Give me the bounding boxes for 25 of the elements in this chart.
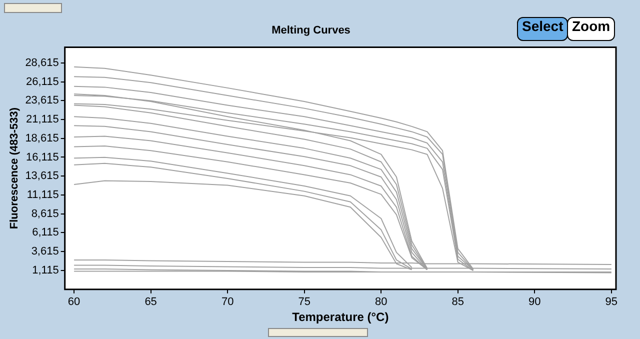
text: Zoom bbox=[567, 17, 616, 41]
y-axis-title: Fluorescence (483-533) bbox=[8, 107, 21, 230]
y-tick-label: 11,115 bbox=[26, 189, 59, 202]
y-tick-label: 16,115 bbox=[26, 151, 59, 164]
y-tick-label: 3,615 bbox=[31, 246, 59, 258]
y-tick-label: 13,615 bbox=[25, 170, 59, 182]
x-tick-label: 60 bbox=[68, 296, 80, 308]
y-tick-label: 21,115 bbox=[26, 114, 59, 126]
y-tick-label: 8,615 bbox=[31, 208, 59, 220]
x-tick-label: 80 bbox=[374, 296, 388, 308]
y-tick-label: 18,615 bbox=[25, 132, 59, 144]
x-tick-label: 65 bbox=[144, 296, 157, 308]
chart-title: Melting Curves bbox=[272, 24, 350, 37]
x-tick-label: 90 bbox=[528, 296, 541, 308]
y-tick-label: 26,115 bbox=[26, 76, 59, 88]
x-tick-label: 75 bbox=[298, 296, 310, 308]
text: Select bbox=[517, 17, 568, 41]
x-tick-label: 95 bbox=[605, 296, 618, 308]
x-tick-label: 85 bbox=[452, 296, 464, 308]
y-tick-label: 28,615 bbox=[25, 56, 59, 69]
x-tick-label: 70 bbox=[221, 296, 234, 308]
x-axis-title: Temperature (°C) bbox=[292, 310, 389, 324]
y-tick-label: 6,115 bbox=[32, 226, 59, 239]
y-tick-label: 23,615 bbox=[25, 94, 59, 107]
y-tick-label: 1,115 bbox=[32, 264, 59, 276]
